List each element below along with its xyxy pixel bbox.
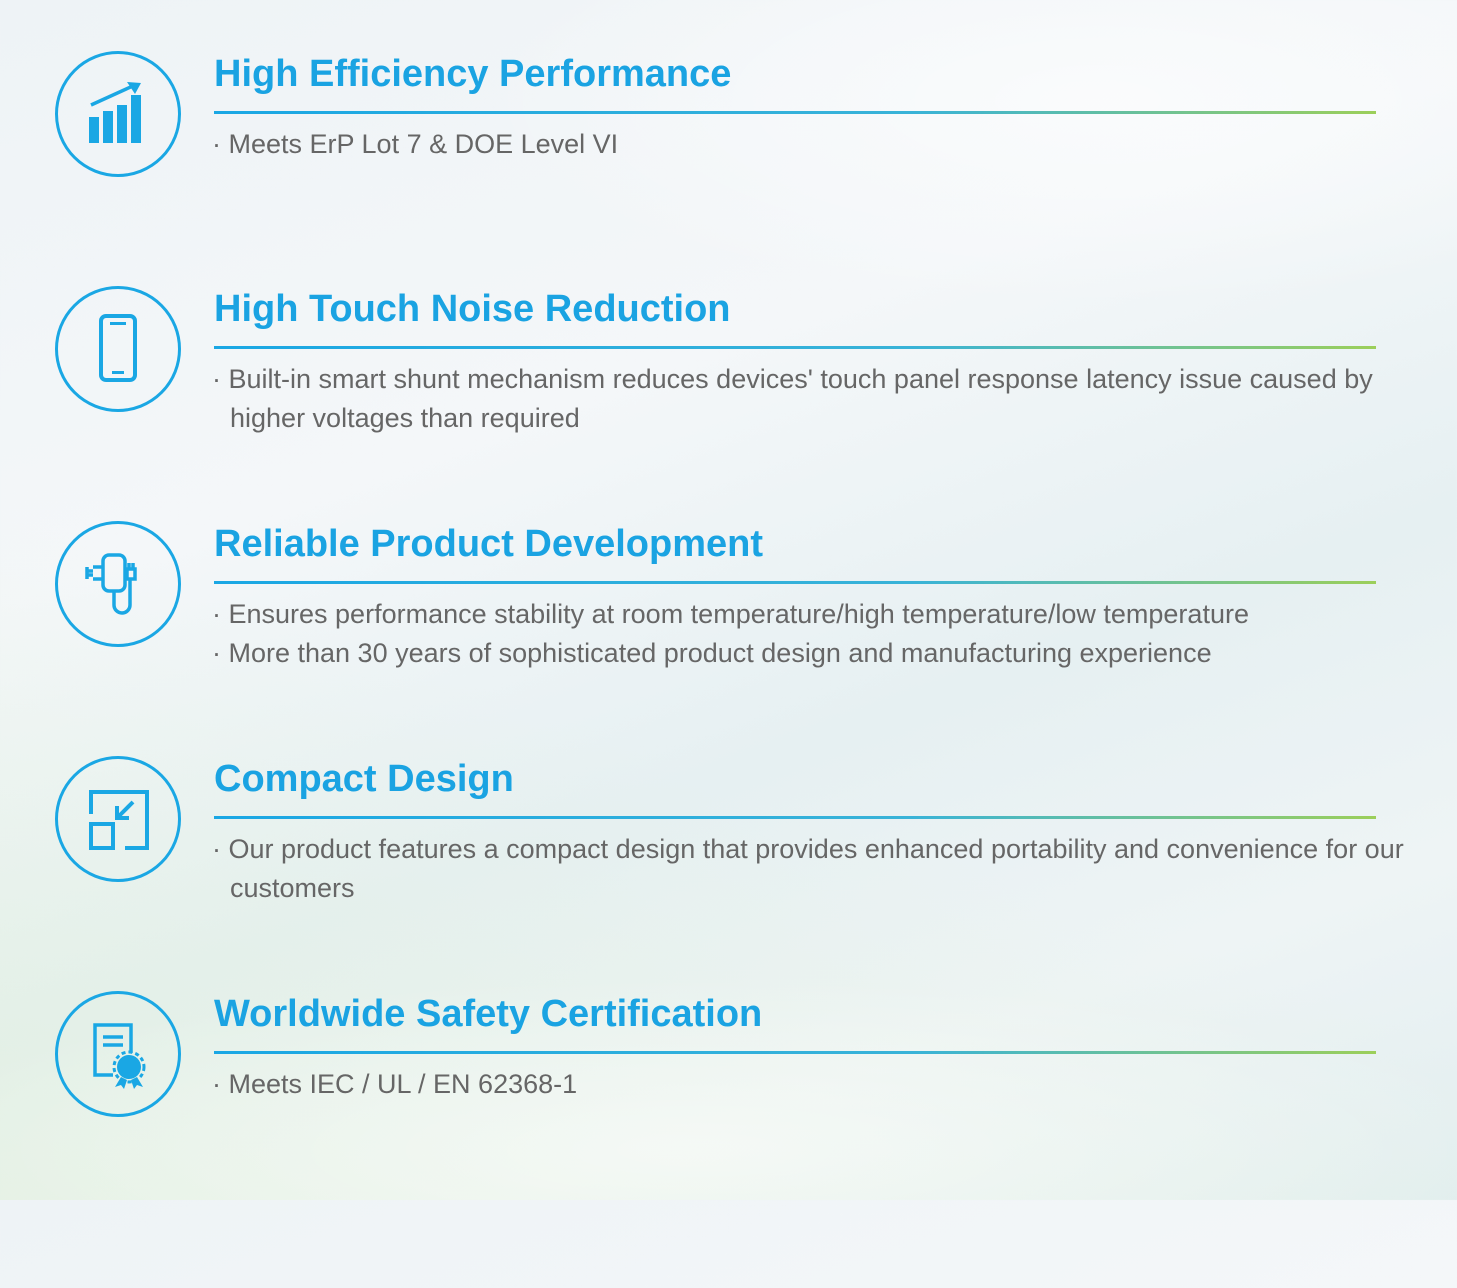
- feature-touch-noise: High Touch Noise Reduction · Built-in sm…: [0, 286, 1457, 583]
- feature-high-efficiency: High Efficiency Performance · Meets ErP …: [0, 51, 1457, 348]
- feature-bullet: · Meets IEC / UL / EN 62368-1: [212, 1069, 578, 1099]
- feature-title: Worldwide Safety Certification: [214, 993, 763, 1035]
- divider: [214, 581, 1376, 584]
- feature-safety-certification: Worldwide Safety Certification · Meets I…: [0, 991, 1457, 1288]
- feature-bullet: · More than 30 years of sophisticated pr…: [212, 638, 1212, 668]
- chart-growth-icon: [55, 51, 181, 177]
- certificate-icon: [55, 991, 181, 1117]
- feature-title: High Efficiency Performance: [214, 53, 732, 95]
- feature-reliable-development: Reliable Product Development · Ensures p…: [0, 521, 1457, 818]
- charger-plug-icon: [55, 521, 181, 647]
- compact-resize-icon: [55, 756, 181, 882]
- feature-bullet: · Our product features a compact design …: [212, 834, 1404, 903]
- divider: [214, 111, 1376, 114]
- feature-bullet: · Meets ErP Lot 7 & DOE Level VI: [212, 129, 619, 159]
- smartphone-icon: [55, 286, 181, 412]
- divider: [214, 816, 1376, 819]
- feature-title: High Touch Noise Reduction: [214, 288, 731, 330]
- feature-title: Compact Design: [214, 758, 514, 800]
- feature-bullet: · Ensures performance stability at room …: [212, 599, 1249, 629]
- divider: [214, 346, 1376, 349]
- divider: [214, 1051, 1376, 1054]
- feature-compact-design: Compact Design · Our product features a …: [0, 756, 1457, 1053]
- feature-bullet: · Built-in smart shunt mechanism reduces…: [212, 364, 1373, 433]
- feature-title: Reliable Product Development: [214, 523, 764, 565]
